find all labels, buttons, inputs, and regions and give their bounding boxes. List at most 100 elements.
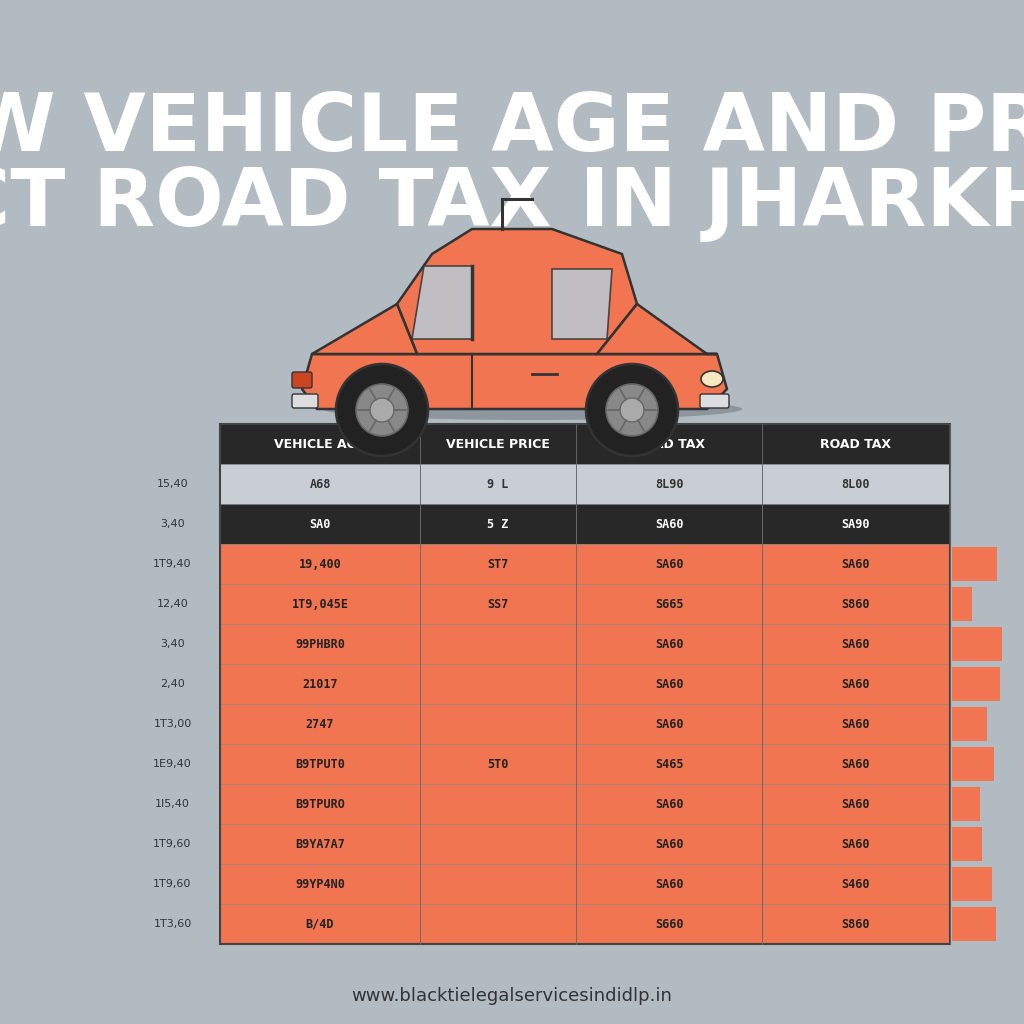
Polygon shape <box>552 269 612 339</box>
Text: 1T3,00: 1T3,00 <box>154 719 191 729</box>
FancyBboxPatch shape <box>420 864 575 904</box>
FancyBboxPatch shape <box>420 584 575 624</box>
FancyBboxPatch shape <box>952 867 992 901</box>
FancyBboxPatch shape <box>575 504 762 544</box>
FancyBboxPatch shape <box>420 824 575 864</box>
FancyBboxPatch shape <box>762 784 950 824</box>
FancyBboxPatch shape <box>420 504 575 544</box>
FancyBboxPatch shape <box>952 827 982 861</box>
Text: 8L90: 8L90 <box>654 477 683 490</box>
Text: S460: S460 <box>842 878 870 891</box>
FancyBboxPatch shape <box>292 372 312 388</box>
Text: S465: S465 <box>654 758 683 770</box>
Text: ST7: ST7 <box>487 557 509 570</box>
Text: 1T9,40: 1T9,40 <box>154 559 191 569</box>
FancyBboxPatch shape <box>762 424 950 464</box>
FancyBboxPatch shape <box>762 744 950 784</box>
Text: B9TPUT0: B9TPUT0 <box>295 758 345 770</box>
FancyBboxPatch shape <box>952 587 972 621</box>
Text: 1T9,60: 1T9,60 <box>154 839 191 849</box>
Text: 9 L: 9 L <box>487 477 509 490</box>
FancyBboxPatch shape <box>575 664 762 705</box>
Text: B9TPURO: B9TPURO <box>295 798 345 811</box>
Text: 19,400: 19,400 <box>299 557 341 570</box>
Text: SA60: SA60 <box>654 517 683 530</box>
FancyBboxPatch shape <box>220 705 420 744</box>
FancyBboxPatch shape <box>762 904 950 944</box>
Circle shape <box>336 364 428 456</box>
FancyBboxPatch shape <box>420 624 575 664</box>
Text: SA60: SA60 <box>654 878 683 891</box>
FancyBboxPatch shape <box>762 705 950 744</box>
Text: SA90: SA90 <box>842 517 870 530</box>
Text: SA60: SA60 <box>842 718 870 730</box>
FancyBboxPatch shape <box>420 705 575 744</box>
FancyBboxPatch shape <box>575 904 762 944</box>
Text: S665: S665 <box>654 597 683 610</box>
Text: 3,40: 3,40 <box>160 639 184 649</box>
FancyBboxPatch shape <box>220 544 420 584</box>
FancyBboxPatch shape <box>762 584 950 624</box>
FancyBboxPatch shape <box>952 787 980 821</box>
FancyBboxPatch shape <box>220 744 420 784</box>
Ellipse shape <box>322 398 742 420</box>
FancyBboxPatch shape <box>762 824 950 864</box>
FancyBboxPatch shape <box>575 424 762 464</box>
Text: SA60: SA60 <box>654 838 683 851</box>
Text: S860: S860 <box>842 597 870 610</box>
Text: A68: A68 <box>309 477 331 490</box>
FancyBboxPatch shape <box>420 664 575 705</box>
Text: ROAD TAX: ROAD TAX <box>634 437 705 451</box>
Text: 1E9,40: 1E9,40 <box>154 759 191 769</box>
FancyBboxPatch shape <box>952 547 997 581</box>
Text: ROAD TAX: ROAD TAX <box>820 437 892 451</box>
Text: SA60: SA60 <box>842 678 870 690</box>
FancyBboxPatch shape <box>420 424 575 464</box>
Text: SA60: SA60 <box>654 638 683 650</box>
Text: 15,40: 15,40 <box>157 479 188 489</box>
Text: 3,40: 3,40 <box>160 519 184 529</box>
Text: S860: S860 <box>842 918 870 931</box>
FancyBboxPatch shape <box>420 544 575 584</box>
FancyBboxPatch shape <box>700 394 729 408</box>
Text: 99PHBR0: 99PHBR0 <box>295 638 345 650</box>
Ellipse shape <box>701 371 723 387</box>
FancyBboxPatch shape <box>420 464 575 504</box>
Text: SA60: SA60 <box>842 838 870 851</box>
FancyBboxPatch shape <box>420 904 575 944</box>
FancyBboxPatch shape <box>762 504 950 544</box>
FancyBboxPatch shape <box>292 394 318 408</box>
FancyBboxPatch shape <box>952 667 1000 701</box>
Text: 1I5,40: 1I5,40 <box>155 799 189 809</box>
FancyBboxPatch shape <box>762 664 950 705</box>
FancyBboxPatch shape <box>952 907 996 941</box>
Text: SA60: SA60 <box>842 638 870 650</box>
Text: SA60: SA60 <box>654 718 683 730</box>
Text: B/4D: B/4D <box>306 918 334 931</box>
Text: 5 Z: 5 Z <box>487 517 509 530</box>
Polygon shape <box>302 354 727 409</box>
FancyBboxPatch shape <box>952 707 987 741</box>
Text: AFFECT ROAD TAX IN JHARKHAND?: AFFECT ROAD TAX IN JHARKHAND? <box>0 165 1024 243</box>
FancyBboxPatch shape <box>575 864 762 904</box>
Polygon shape <box>412 266 472 339</box>
FancyBboxPatch shape <box>762 624 950 664</box>
FancyBboxPatch shape <box>575 744 762 784</box>
Polygon shape <box>312 304 417 354</box>
Text: VEHICLE AGE: VEHICLE AGE <box>274 437 366 451</box>
FancyBboxPatch shape <box>762 464 950 504</box>
FancyBboxPatch shape <box>220 424 420 464</box>
Text: 99YP4N0: 99YP4N0 <box>295 878 345 891</box>
FancyBboxPatch shape <box>575 705 762 744</box>
FancyBboxPatch shape <box>575 624 762 664</box>
Text: 5T0: 5T0 <box>487 758 509 770</box>
FancyBboxPatch shape <box>575 824 762 864</box>
Text: www.blacktielegalservicesindidlp.in: www.blacktielegalservicesindidlp.in <box>351 987 673 1005</box>
FancyBboxPatch shape <box>575 584 762 624</box>
Text: SA60: SA60 <box>842 758 870 770</box>
Text: 21017: 21017 <box>302 678 338 690</box>
FancyBboxPatch shape <box>762 544 950 584</box>
Text: SA0: SA0 <box>309 517 331 530</box>
Text: VEHICLE PRICE: VEHICLE PRICE <box>446 437 550 451</box>
FancyBboxPatch shape <box>220 824 420 864</box>
